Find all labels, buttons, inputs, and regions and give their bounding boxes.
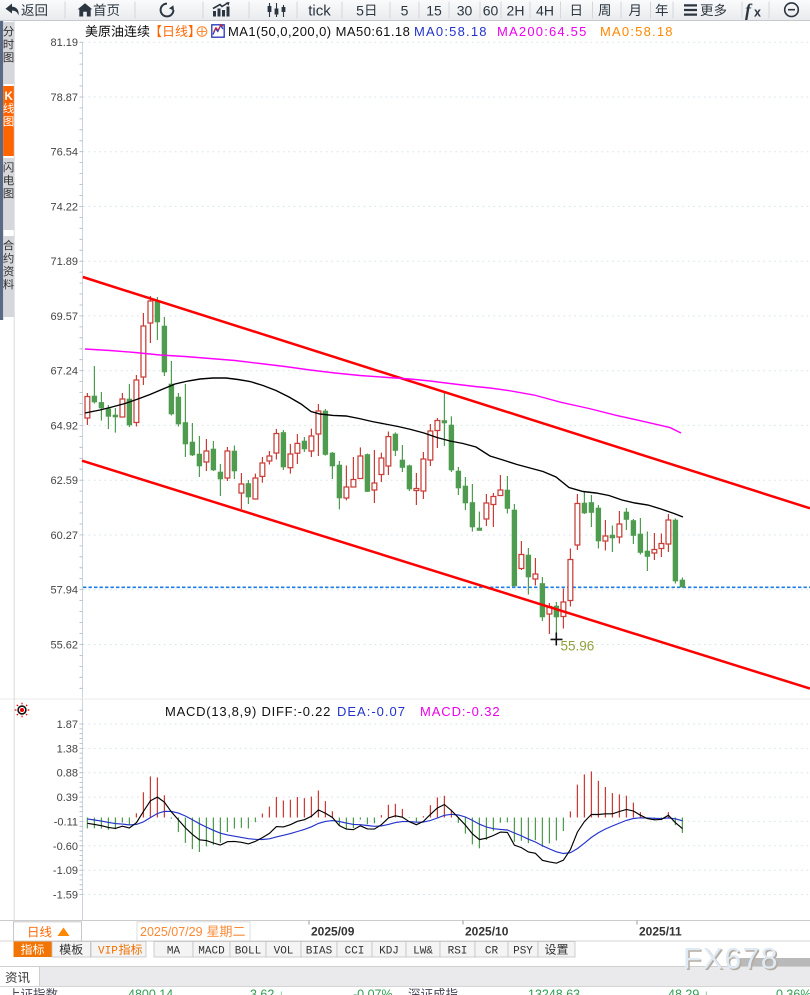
svg-text:67.24: 67.24 [50,366,78,378]
svg-text:15: 15 [426,3,442,19]
svg-text:CCI: CCI [345,946,365,958]
svg-text:MA1(50,0,200,0) MA50:61.18: MA1(50,0,200,0) MA50:61.18 [228,24,410,39]
svg-text:MA200:64.55: MA200:64.55 [497,24,588,39]
svg-text:4H: 4H [536,3,554,19]
svg-text:BOLL: BOLL [235,946,261,958]
svg-text:MACD:-0.32: MACD:-0.32 [420,704,501,719]
svg-text:MACD: MACD [198,946,225,958]
svg-text:↓: ↓ [278,988,284,995]
svg-text:60: 60 [483,3,499,19]
svg-text:48.29: 48.29 [668,988,699,995]
svg-text:64.92: 64.92 [50,420,78,432]
svg-text:-0.07%: -0.07% [353,988,393,995]
svg-text:3.62: 3.62 [250,988,274,995]
svg-text:x: x [754,6,761,20]
svg-text:-1.59: -1.59 [53,890,78,902]
svg-text:MACD(13,8,9) DIFF:-0.22: MACD(13,8,9) DIFF:-0.22 [165,704,331,719]
svg-text:74.22: 74.22 [50,201,78,213]
svg-text:0.88: 0.88 [57,768,78,780]
svg-text:4800.14: 4800.14 [128,988,173,995]
svg-text:-1.09: -1.09 [53,865,78,877]
svg-text:2H: 2H [507,3,525,19]
svg-text:78.87: 78.87 [50,92,78,104]
svg-text:MA: MA [167,946,181,958]
svg-text:5: 5 [401,3,409,19]
svg-text:13248.63: 13248.63 [528,988,580,995]
svg-text:LW&: LW& [413,946,433,958]
svg-text:55.62: 55.62 [50,639,78,651]
svg-text:FX678: FX678 [683,942,779,975]
svg-text:CR: CR [485,946,499,958]
svg-text:f: f [745,0,753,20]
svg-text:69.57: 69.57 [50,311,78,323]
svg-text:K: K [4,91,13,103]
svg-text:60.27: 60.27 [50,530,78,542]
svg-text:0.36%: 0.36% [776,988,810,995]
svg-text:2025/10: 2025/10 [465,925,509,939]
svg-text:MA0:58.18: MA0:58.18 [414,24,488,39]
svg-text:1.38: 1.38 [57,743,78,755]
svg-text:tick: tick [308,3,331,20]
svg-text:81.19: 81.19 [50,37,78,49]
svg-text:PSY: PSY [513,946,533,958]
svg-text:1.87: 1.87 [57,719,78,731]
svg-text:62.59: 62.59 [50,475,78,487]
svg-text:VOL: VOL [274,946,294,958]
svg-text:-0.60: -0.60 [53,841,78,853]
svg-text:57.94: 57.94 [50,585,78,597]
svg-text:MA0:58.18: MA0:58.18 [600,24,674,39]
svg-text:FX678: FX678 [685,944,781,977]
svg-text:DEA:-0.07: DEA:-0.07 [337,704,406,719]
svg-text:76.54: 76.54 [50,147,78,159]
svg-text:RSI: RSI [448,946,468,958]
svg-text:0.39: 0.39 [57,792,78,804]
svg-text:55.96: 55.96 [561,639,595,654]
svg-text:2025/07/29: 2025/07/29 [140,925,203,939]
svg-text:KDJ: KDJ [379,946,399,958]
svg-text:2025/11: 2025/11 [639,925,682,939]
svg-text:2025/09: 2025/09 [311,925,355,939]
svg-text:↓: ↓ [703,988,709,995]
svg-text:BIAS: BIAS [306,946,333,958]
svg-text:-0.11: -0.11 [54,816,78,828]
svg-text:VIP: VIP [98,946,118,958]
svg-text:30: 30 [457,3,473,19]
svg-text:5: 5 [356,3,364,19]
svg-text:71.89: 71.89 [50,256,78,268]
